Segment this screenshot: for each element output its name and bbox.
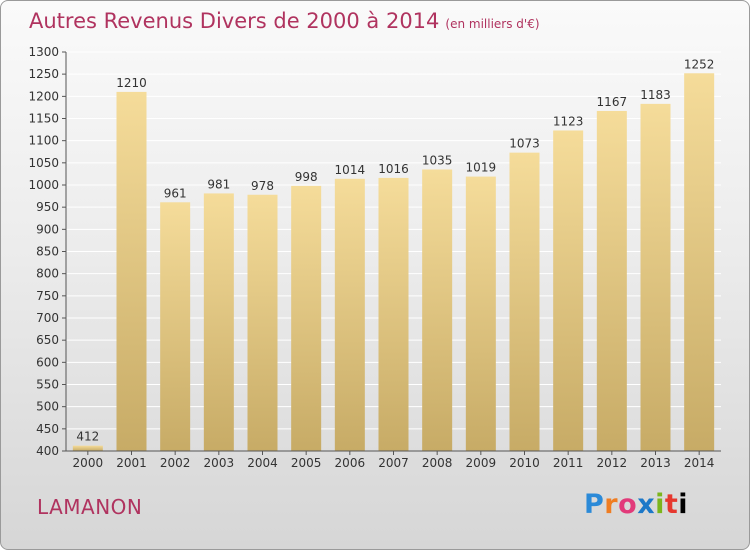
- y-tick-label: 1250: [28, 67, 59, 81]
- x-tick-label: 2004: [247, 456, 278, 470]
- y-tick-label: 1100: [28, 134, 59, 148]
- bar: [596, 110, 627, 452]
- x-tick-label: 2002: [160, 456, 191, 470]
- place-name: LAMANON: [37, 495, 143, 519]
- bar: [553, 130, 584, 451]
- x-tick-label: 2010: [509, 456, 540, 470]
- bar: [378, 177, 409, 451]
- bar: [509, 152, 540, 452]
- bar-value-label: 412: [76, 430, 99, 444]
- y-tick-label: 450: [36, 422, 59, 436]
- y-tick-label: 400: [36, 444, 59, 458]
- proxiti-logo: Proxiti: [584, 489, 689, 520]
- value-labels: 412 1210 961 981 978 998 1014 1016 1035 1019 1073 1…: [76, 57, 714, 443]
- bar-value-label: 1252: [684, 57, 715, 71]
- bar: [203, 193, 234, 451]
- y-tick-label: 500: [36, 400, 59, 414]
- y-tick-label: 950: [36, 200, 59, 214]
- bars: [72, 73, 715, 452]
- x-tick-label: 2007: [378, 456, 409, 470]
- axes: [62, 51, 721, 455]
- y-tick-label: 600: [36, 355, 59, 369]
- chart-title-main: Autres Revenus Divers de 2000 à 2014: [29, 9, 440, 33]
- y-tick-label: 1200: [28, 89, 59, 103]
- x-tick-label: 2006: [335, 456, 366, 470]
- bar-value-label: 1014: [335, 163, 366, 177]
- bar: [422, 169, 453, 451]
- bar: [640, 103, 671, 452]
- x-tick-label: 2005: [291, 456, 322, 470]
- y-tick-label: 1050: [28, 156, 59, 170]
- bar-value-label: 1073: [509, 137, 540, 151]
- bar-value-label: 1016: [378, 162, 409, 176]
- x-tick-label: 2000: [73, 456, 104, 470]
- bar: [116, 91, 147, 452]
- x-tick-label: 2014: [684, 456, 715, 470]
- bar: [247, 194, 278, 451]
- bar: [72, 445, 103, 451]
- y-tick-label: 900: [36, 222, 59, 236]
- x-tick-label: 2011: [553, 456, 584, 470]
- chart-title-unit: (en milliers d'€): [445, 17, 540, 31]
- bar-value-label: 1167: [597, 95, 628, 109]
- chart-title: Autres Revenus Divers de 2000 à 2014 (en …: [29, 9, 540, 33]
- bar: [684, 73, 715, 451]
- bar: [465, 176, 496, 451]
- x-axis-ticks: 2000 2001 2002 2003 2004 2005 2006 2007 2008 2009…: [73, 456, 715, 470]
- bar-value-label: 1210: [116, 76, 147, 90]
- bar-value-label: 1183: [640, 88, 671, 102]
- bar-value-label: 961: [164, 186, 187, 200]
- y-tick-label: 700: [36, 311, 59, 325]
- x-tick-label: 2008: [422, 456, 453, 470]
- x-tick-label: 2003: [204, 456, 235, 470]
- bar-value-label: 998: [295, 170, 318, 184]
- bar-value-label: 1035: [422, 153, 453, 167]
- y-tick-label: 1150: [28, 112, 59, 126]
- bar-value-label: 1019: [466, 161, 497, 175]
- bar-value-label: 981: [207, 177, 230, 191]
- x-tick-label: 2001: [116, 456, 147, 470]
- bar: [334, 178, 365, 451]
- y-tick-label: 750: [36, 289, 59, 303]
- x-tick-label: 2013: [640, 456, 671, 470]
- y-tick-label: 1000: [28, 178, 59, 192]
- y-tick-label: 650: [36, 333, 59, 347]
- y-tick-label: 850: [36, 245, 59, 259]
- y-tick-label: 1300: [28, 45, 59, 59]
- x-tick-label: 2012: [597, 456, 628, 470]
- y-tick-label: 800: [36, 267, 59, 281]
- bar-value-label: 978: [251, 179, 274, 193]
- bar-value-label: 1123: [553, 114, 584, 128]
- y-tick-label: 550: [36, 378, 59, 392]
- bar: [160, 202, 191, 451]
- x-tick-label: 2009: [466, 456, 497, 470]
- y-axis-ticks: 400 450 500 550 600 650 700 750 800 850 900 950 1000…: [28, 45, 59, 458]
- bar: [291, 185, 322, 452]
